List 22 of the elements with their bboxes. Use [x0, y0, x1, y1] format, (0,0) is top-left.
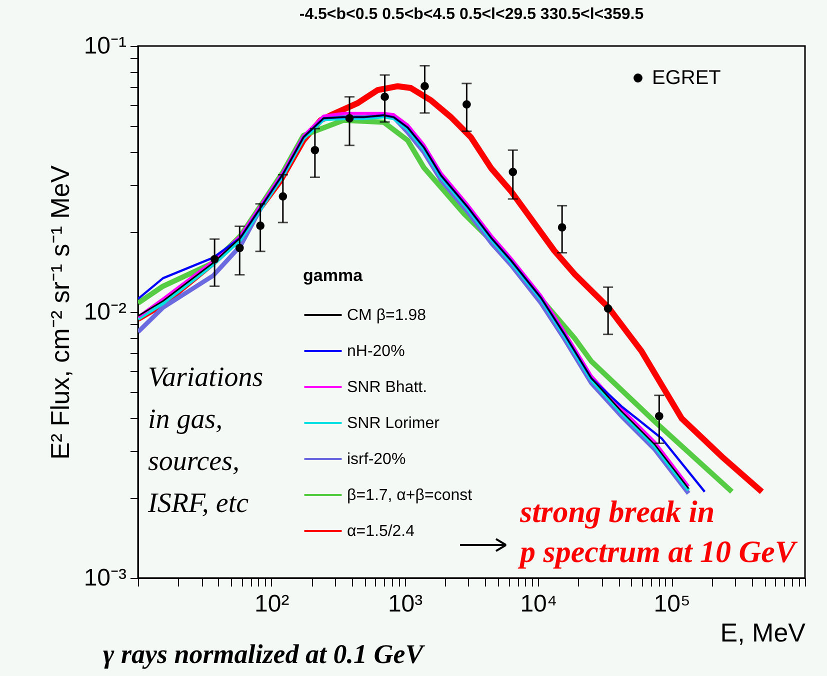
y-tick-label: 10⁻³	[84, 564, 127, 592]
legend-title: gamma	[303, 266, 364, 285]
chart-title: -4.5<b<0.5 0.5<b<4.5 0.5<l<29.5 330.5<l<359.5	[299, 6, 644, 23]
legend-label: SNR Lorimer	[347, 415, 440, 432]
y-tick-label: 10⁻²	[84, 298, 127, 326]
x-axis-title: E, MeV	[720, 618, 806, 648]
legend-label: β=1.7, α+β=const	[347, 487, 473, 504]
legend-label: nH-20%	[347, 343, 405, 360]
legend-label: EGRET	[652, 67, 721, 89]
x-tick-label: 10⁴	[520, 590, 558, 618]
x-tick-label: 10²	[254, 590, 290, 618]
annotation: strong break in p spectrum at 10 GeV	[517, 494, 798, 569]
text: γ rays normalized at 0.1 GeV	[103, 639, 426, 669]
legend-label: α=1.5/2.4	[347, 523, 415, 540]
x-tick-label: 10⁵	[654, 590, 690, 618]
legend-label: CM β=1.98	[347, 307, 426, 324]
legend-label: isrf-20%	[347, 451, 406, 468]
y-axis-title: E² Flux, cm⁻² sr⁻¹ s⁻¹ MeV	[44, 164, 75, 460]
y-tick-label: 10⁻¹	[84, 32, 127, 60]
x-tick-label: 10³	[388, 590, 423, 618]
annotation: Variations in gas, sources, ISRF, etc	[147, 362, 264, 519]
legend-label: SNR Bhatt.	[347, 379, 428, 396]
